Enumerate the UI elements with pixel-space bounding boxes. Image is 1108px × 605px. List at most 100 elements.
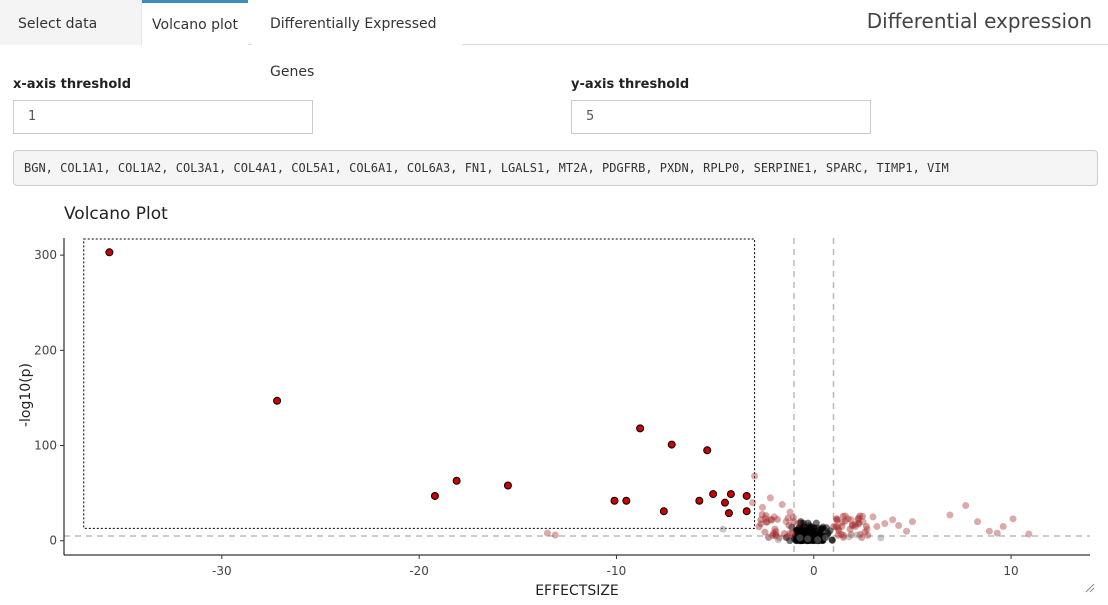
data-point-significant [847, 516, 855, 524]
data-point-cluster [784, 514, 792, 522]
x-tick-label: -10 [607, 564, 627, 578]
data-point-selected[interactable] [742, 507, 751, 516]
data-point-cluster [772, 532, 780, 540]
data-point-selected[interactable] [636, 424, 645, 433]
data-point-nonsig [774, 536, 782, 544]
data-point-cluster [785, 521, 793, 529]
x-axis-label: EFFECTSIZE [535, 583, 619, 599]
data-point-cluster [782, 533, 790, 541]
data-point-selected[interactable] [622, 496, 631, 505]
data-point-cluster [770, 529, 778, 537]
data-point-cluster [839, 512, 847, 520]
data-point-significant [833, 522, 841, 530]
data-point-cluster [855, 514, 863, 522]
data-point-significant [794, 520, 802, 528]
x-tick-label: 0 [810, 564, 818, 578]
data-point-cluster [855, 519, 863, 527]
data-point-cluster [862, 522, 870, 530]
data-point-significant [863, 525, 871, 533]
y-tick-label: 300 [34, 248, 57, 262]
resize-handle-icon[interactable] [1085, 583, 1095, 593]
data-point-selected[interactable] [430, 491, 439, 500]
data-point-significant [859, 518, 867, 526]
data-point-selected[interactable] [610, 496, 619, 505]
data-point-significant [749, 499, 757, 507]
data-point-cluster [763, 518, 771, 526]
data-point-selected[interactable] [726, 490, 735, 499]
data-point-selected[interactable] [667, 440, 676, 449]
data-point-significant [985, 527, 993, 535]
data-point-cluster [838, 518, 846, 526]
data-point-cluster [797, 526, 805, 534]
data-point-cluster [848, 522, 856, 530]
y-tick-label: 200 [34, 343, 57, 357]
data-point-significant [1025, 530, 1033, 538]
data-point-selected[interactable] [742, 491, 751, 500]
data-point-significant [895, 521, 903, 529]
data-point-significant [786, 508, 794, 516]
data-point-cluster [855, 520, 863, 528]
tab-select-data[interactable]: Select data [0, 0, 142, 45]
data-point-cluster [792, 536, 800, 544]
data-point-cluster [812, 519, 820, 527]
data-point-significant [889, 516, 897, 524]
data-point-nonsig [822, 534, 830, 542]
data-point-nonsig [719, 525, 727, 533]
data-point-selected[interactable] [503, 481, 512, 490]
data-point-nonsig [814, 536, 822, 544]
data-point-cluster [786, 529, 794, 537]
x-threshold-label: x-axis threshold [13, 77, 132, 92]
data-point-cluster [799, 533, 807, 541]
data-point-cluster [780, 530, 788, 538]
data-point-cluster [841, 517, 849, 525]
data-point-cluster [858, 533, 866, 541]
data-point-cluster [808, 534, 816, 542]
data-point-selected[interactable] [273, 396, 282, 405]
data-point-selected[interactable] [724, 509, 733, 518]
data-point-cluster [856, 512, 864, 520]
data-point-selected[interactable] [709, 490, 718, 499]
data-point-cluster [767, 515, 775, 523]
selection-box[interactable] [83, 238, 756, 529]
data-point-cluster [851, 522, 859, 530]
data-point-selected[interactable] [720, 498, 729, 507]
data-point-selected[interactable] [703, 446, 712, 455]
data-point-significant [770, 513, 778, 521]
data-point-cluster [775, 534, 783, 542]
data-point-cluster [815, 536, 823, 544]
data-point-cluster [837, 530, 845, 538]
data-point-significant [873, 522, 881, 530]
y-tick-label: 0 [49, 534, 57, 548]
data-point-cluster [830, 522, 838, 530]
data-point-significant [993, 529, 1001, 537]
data-point-nonsig [845, 533, 853, 541]
tab-bar: Select data Volcano plot Differentially … [0, 0, 1108, 80]
data-point-cluster [755, 523, 763, 531]
y-threshold-input[interactable]: 5 [571, 100, 871, 134]
data-point-selected[interactable] [452, 476, 461, 485]
x-threshold-input[interactable]: 1 [13, 100, 313, 134]
tab-volcano-plot[interactable]: Volcano plot [142, 0, 248, 45]
data-point-cluster [849, 521, 857, 529]
data-point-selected[interactable] [695, 496, 704, 505]
data-point-significant [999, 522, 1007, 530]
data-point-significant [543, 529, 551, 537]
data-point-selected[interactable] [659, 507, 668, 516]
data-point-nonsig [853, 531, 861, 539]
tab-differentially-expressed-genes[interactable]: Differentially Expressed Genes [252, 0, 462, 80]
data-point-cluster [757, 520, 765, 528]
data-point-significant [962, 501, 970, 509]
data-point-cluster [761, 515, 769, 523]
data-point-cluster [858, 512, 866, 520]
data-point-cluster [788, 529, 796, 537]
data-point-cluster [844, 515, 852, 523]
x-tick-label: 10 [1003, 564, 1018, 578]
data-point-cluster [864, 531, 872, 539]
data-point-cluster [823, 530, 831, 538]
data-point-significant [903, 527, 911, 535]
data-point-significant [841, 512, 849, 520]
selected-genes-output: BGN, COL1A1, COL1A2, COL3A1, COL4A1, COL… [13, 150, 1098, 186]
data-point-significant [758, 503, 766, 511]
data-point-selected[interactable] [105, 248, 114, 257]
